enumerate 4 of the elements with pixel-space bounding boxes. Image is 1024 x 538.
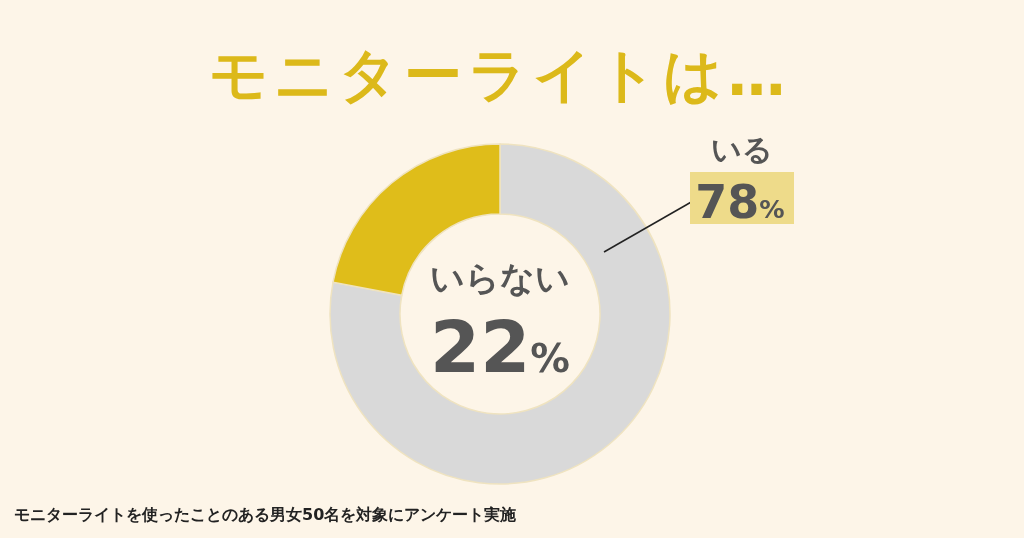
slice-label: いる [711, 132, 773, 167]
chart-title: モニターライトは… [208, 41, 792, 109]
data-label: 78% [695, 175, 785, 229]
text: モニターライトを使ったことのある男女50名を対象にアンケート実施 [14, 505, 518, 524]
